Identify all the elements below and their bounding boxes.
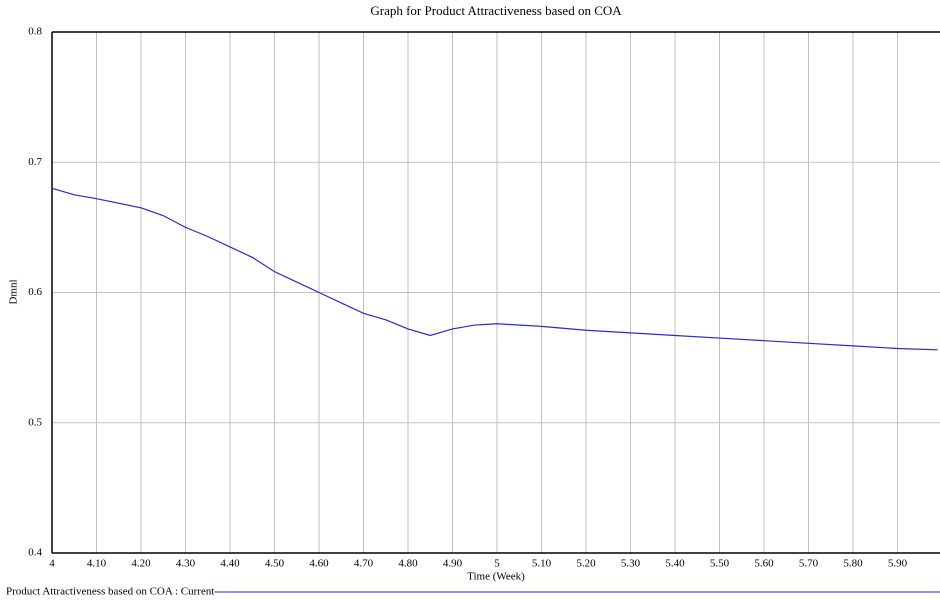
- x-tick-label: 4.20: [131, 558, 151, 570]
- x-tick-label: 4.60: [309, 558, 329, 570]
- x-tick-label: 5.40: [665, 558, 685, 570]
- x-tick-label: 4.50: [265, 558, 285, 570]
- y-tick-label: 0.6: [28, 286, 42, 298]
- x-tick-label: 4: [49, 558, 55, 570]
- y-axis-label: Dmnl: [8, 279, 20, 304]
- x-tick-label: 5.10: [532, 558, 552, 570]
- x-tick-label: 4.90: [443, 558, 463, 570]
- x-tick-label: 4.30: [176, 558, 196, 570]
- x-tick-label: 5.50: [710, 558, 730, 570]
- chart-title: Graph for Product Attractiveness based o…: [370, 3, 622, 18]
- x-axis-label: Time (Week): [467, 571, 525, 583]
- x-tick-label: 5: [494, 558, 500, 570]
- x-tick-label: 5.60: [754, 558, 774, 570]
- y-tick-label: 0.5: [28, 416, 42, 428]
- x-tick-label: 5.90: [888, 558, 908, 570]
- y-tick-label: 0.8: [28, 26, 42, 38]
- y-tick-label: 0.4: [28, 547, 42, 559]
- line-series: [51, 187, 938, 351]
- x-tick-label: 5.80: [843, 558, 863, 570]
- x-tick-label: 4.10: [87, 558, 107, 570]
- y-tick-label: 0.7: [28, 156, 42, 168]
- x-tick-label: 5.30: [621, 558, 641, 570]
- x-tick-label: 5.70: [799, 558, 819, 570]
- x-tick-label: 4.70: [354, 558, 374, 570]
- legend-label: Product Attractiveness based on COA : Cu…: [6, 586, 214, 598]
- x-tick-label: 4.40: [220, 558, 240, 570]
- x-tick-label: 5.20: [576, 558, 596, 570]
- x-tick-label: 4.80: [398, 558, 418, 570]
